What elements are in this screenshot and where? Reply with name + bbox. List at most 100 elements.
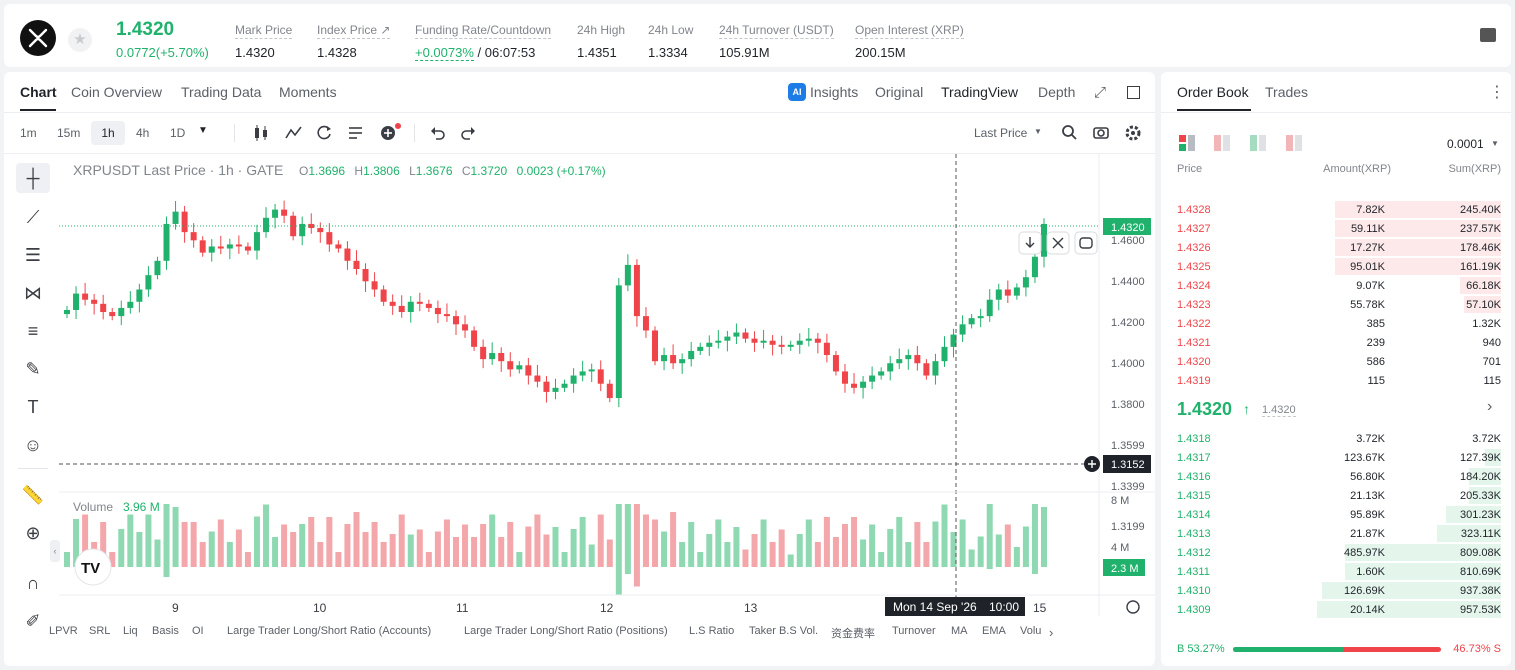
precision-select[interactable]: 0.0001	[1447, 137, 1484, 151]
tab-original[interactable]: Original	[875, 84, 924, 100]
volume-bar	[353, 512, 360, 567]
ruler-tool-icon[interactable]: 📏	[21, 485, 45, 505]
sum-cell: 810.69K	[1460, 566, 1501, 578]
tab-order-book[interactable]: Order Book	[1177, 84, 1249, 100]
pencil-lock-icon[interactable]: ✐	[25, 611, 41, 631]
chevron-down-icon[interactable]: ▼	[1034, 127, 1042, 136]
volume-bar	[968, 549, 975, 567]
ask-row[interactable]: 1.4327 59.11K 237.57K	[1161, 219, 1511, 238]
bid-row[interactable]: 1.4314 95.89K 301.23K	[1161, 505, 1511, 524]
tab-moments[interactable]: Moments	[279, 84, 337, 100]
indicators-icon[interactable]	[284, 123, 304, 143]
indicator-ls-ratio[interactable]: L.S Ratio	[689, 625, 735, 637]
indicator-basis[interactable]: Basis	[152, 625, 179, 637]
more-icon[interactable]: ⋮	[1489, 84, 1505, 101]
view-both-icon[interactable]	[1179, 135, 1195, 151]
indicator-lpvr[interactable]: LPVR	[49, 625, 78, 637]
indicator-liq[interactable]: Liq	[123, 625, 138, 637]
ask-row[interactable]: 1.4324 9.07K 66.18K	[1161, 276, 1511, 295]
candle	[624, 264, 631, 286]
indicator-oi[interactable]: OI	[192, 625, 204, 637]
tab-insights[interactable]: Insights	[810, 84, 859, 100]
interval-15m[interactable]: 15m	[57, 126, 81, 140]
tab-tradingview[interactable]: TradingView	[941, 84, 1019, 100]
indicator-volume[interactable]: Volu	[1020, 625, 1042, 637]
emoji-tool-icon[interactable]: ☺	[23, 435, 43, 455]
window-icon[interactable]	[1127, 86, 1140, 99]
indicator-ls-positions[interactable]: Large Trader Long/Short Ratio (Positions…	[464, 625, 668, 637]
indicator-funding-rate[interactable]: 资金费率	[831, 628, 875, 640]
ask-row[interactable]: 1.4319 115 115	[1161, 371, 1511, 390]
ask-row[interactable]: 1.4320 586 701	[1161, 352, 1511, 371]
indicator-srl[interactable]: SRL	[89, 625, 111, 637]
bid-row[interactable]: 1.4316 56.80K 184.20K	[1161, 467, 1511, 486]
chevron-right-icon[interactable]: ›	[1487, 398, 1493, 415]
volume-bar	[335, 552, 342, 567]
redo-icon[interactable]	[458, 123, 478, 143]
chevron-down-icon[interactable]: ▼	[1491, 139, 1499, 148]
undo-icon[interactable]	[428, 123, 448, 143]
indicator-ema[interactable]: EMA	[982, 625, 1006, 637]
view-bids-icon[interactable]	[1250, 135, 1266, 151]
bid-row[interactable]: 1.4309 20.14K 957.53K	[1161, 600, 1511, 619]
pattern-tool-icon[interactable]: ⋈	[24, 283, 42, 303]
ask-row[interactable]: 1.4328 7.82K 245.40K	[1161, 200, 1511, 219]
collapse-toolbar-button[interactable]: ‹	[50, 540, 60, 562]
tradingview-logo[interactable]	[74, 548, 112, 586]
camera-icon[interactable]	[1092, 123, 1112, 143]
volume-bar	[995, 534, 1002, 567]
bid-row[interactable]: 1.4313 21.87K 323.11K	[1161, 524, 1511, 543]
bid-row[interactable]: 1.4318 3.72K 3.72K	[1161, 429, 1511, 448]
indicator-ma[interactable]: MA	[951, 625, 968, 637]
trendline-tool-icon[interactable]: ⟋	[26, 207, 40, 227]
tab-depth[interactable]: Depth	[1038, 84, 1076, 100]
gear-icon[interactable]	[1124, 123, 1144, 143]
bid-row[interactable]: 1.4310 126.69K 937.38K	[1161, 581, 1511, 600]
tab-trading-data[interactable]: Trading Data	[181, 84, 262, 100]
settings-gear-icon[interactable]	[1126, 600, 1140, 614]
indicator-ls-accounts[interactable]: Large Trader Long/Short Ratio (Accounts)	[227, 625, 432, 637]
lines-tool-icon[interactable]: ☰	[24, 245, 42, 265]
crosshair-tool-icon[interactable]: ┼	[16, 163, 50, 193]
fib-tool-icon[interactable]: ≡	[27, 321, 39, 341]
interval-1h[interactable]: 1h	[91, 121, 125, 145]
view-depth-icon[interactable]	[1286, 135, 1302, 151]
favorite-star-icon[interactable]: ★	[68, 28, 92, 52]
stat-index-price[interactable]: Index Price ↗ 1.4328	[317, 23, 391, 60]
bid-row[interactable]: 1.4312 485.97K 809.08K	[1161, 543, 1511, 562]
ask-row[interactable]: 1.4323 55.78K 57.10K	[1161, 295, 1511, 314]
tab-trades[interactable]: Trades	[1265, 84, 1309, 100]
interval-1d[interactable]: 1D	[170, 126, 186, 140]
bid-row[interactable]: 1.4317 123.67K 127.39K	[1161, 448, 1511, 467]
ask-row[interactable]: 1.4326 17.27K 178.46K	[1161, 238, 1511, 257]
ask-row[interactable]: 1.4325 95.01K 161.19K	[1161, 257, 1511, 276]
add-indicator-icon[interactable]	[378, 121, 404, 143]
text-tool-icon[interactable]: T	[27, 397, 39, 417]
reset-icon[interactable]	[1074, 231, 1098, 255]
brush-tool-icon[interactable]: ✎	[25, 359, 41, 379]
magnet-tool-icon[interactable]: ∩	[26, 573, 40, 593]
bid-row[interactable]: 1.4315 21.13K 205.33K	[1161, 486, 1511, 505]
tab-coin-overview[interactable]: Coin Overview	[71, 84, 163, 100]
price-type-select[interactable]: Last Price	[974, 126, 1028, 140]
chevron-down-icon[interactable]: ▼	[198, 125, 208, 136]
refresh-icon[interactable]	[314, 123, 334, 143]
candle-type-icon[interactable]	[252, 123, 272, 143]
view-asks-icon[interactable]	[1214, 135, 1230, 151]
ask-row[interactable]: 1.4321 239 940	[1161, 333, 1511, 352]
expand-icon[interactable]: ⤢	[1094, 84, 1107, 101]
ask-row[interactable]: 1.4322 385 1.32K	[1161, 314, 1511, 333]
interval-4h[interactable]: 4h	[136, 126, 150, 140]
zoom-in-icon[interactable]: ⊕	[25, 523, 41, 543]
book-icon[interactable]	[1480, 28, 1496, 42]
price-tick: 1.3800	[1111, 399, 1145, 411]
templates-icon[interactable]	[346, 123, 366, 143]
indicator-taker-vol[interactable]: Taker B.S Vol.	[749, 625, 819, 637]
bid-row[interactable]: 1.4311 1.60K 810.69K	[1161, 562, 1511, 581]
price-chart[interactable]: XRPUSDT Last Price · 1h · GATE O1.3696 H…	[59, 154, 1155, 616]
tab-chart[interactable]: Chart	[20, 84, 57, 100]
indicator-turnover[interactable]: Turnover	[892, 625, 936, 637]
interval-1m[interactable]: 1m	[20, 126, 37, 140]
search-icon[interactable]	[1060, 123, 1080, 143]
chevron-right-icon[interactable]: ›	[1049, 625, 1054, 640]
